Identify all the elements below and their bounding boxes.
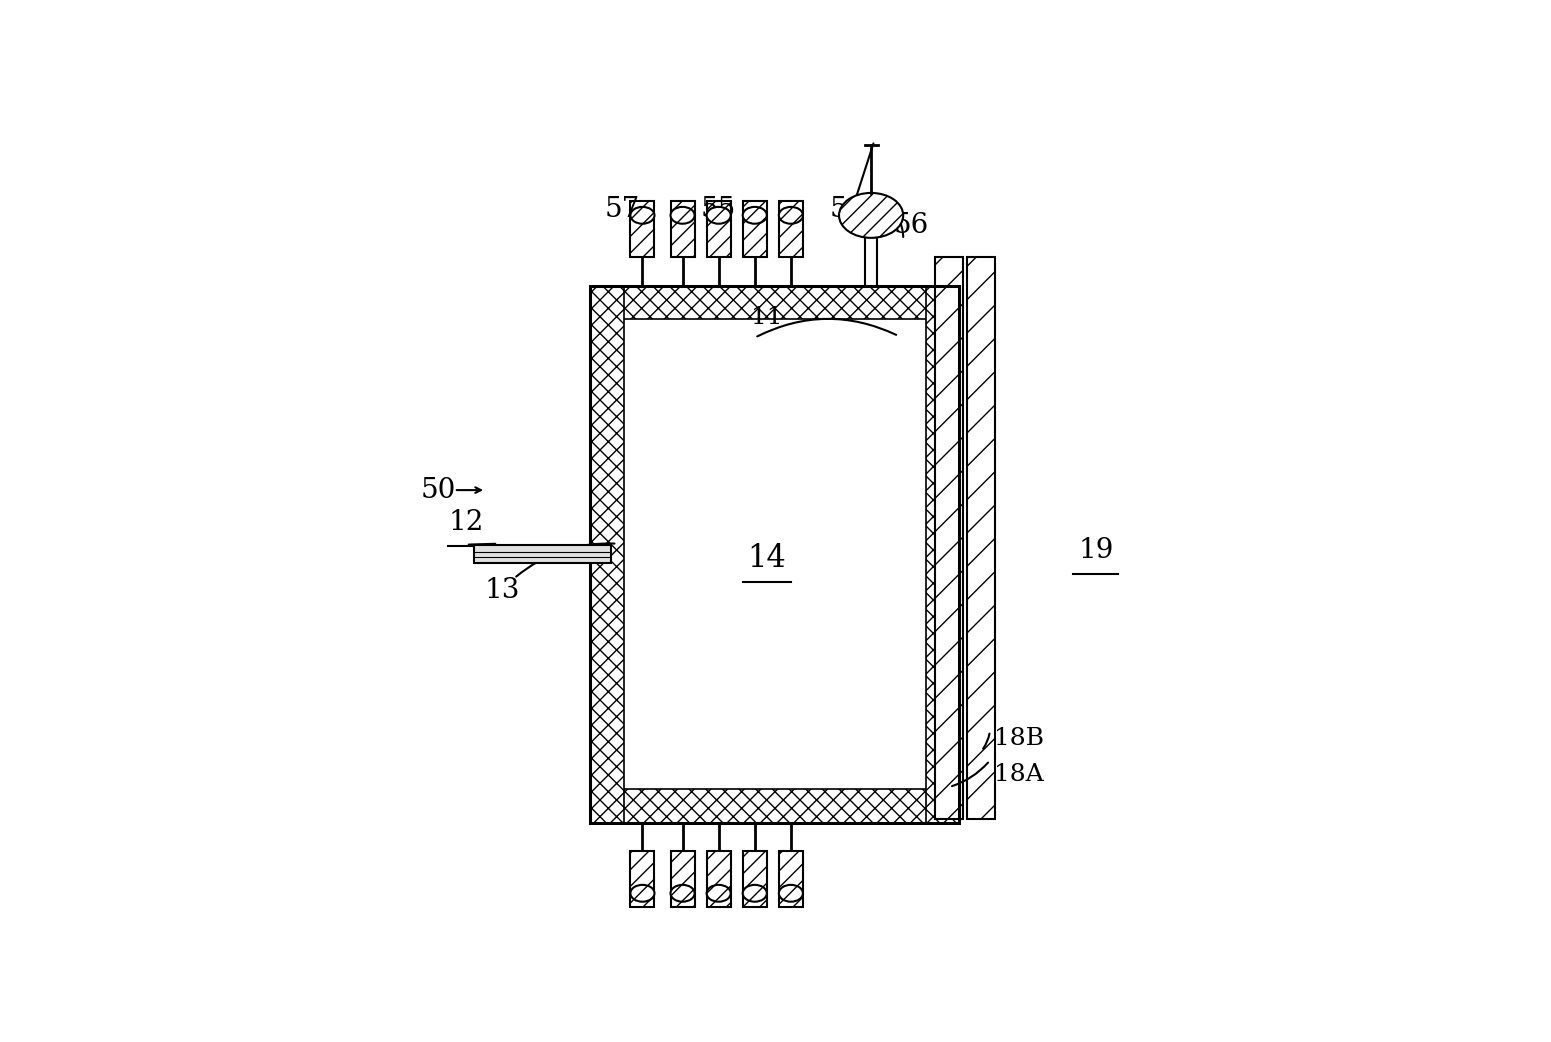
Ellipse shape: [779, 207, 803, 224]
Ellipse shape: [779, 885, 803, 901]
Bar: [591, 286, 624, 823]
Bar: [591, 790, 960, 823]
Bar: [591, 286, 960, 823]
Bar: [624, 319, 926, 790]
Ellipse shape: [743, 885, 766, 901]
Bar: [630, 851, 655, 908]
Bar: [707, 201, 731, 257]
Text: 51: 51: [830, 196, 865, 223]
Bar: [707, 201, 731, 257]
Bar: [475, 545, 611, 563]
Ellipse shape: [630, 885, 655, 901]
Text: 18A: 18A: [994, 764, 1044, 787]
Ellipse shape: [707, 885, 731, 901]
Text: 19: 19: [1078, 537, 1114, 564]
Ellipse shape: [839, 193, 903, 238]
Bar: [707, 851, 731, 908]
Text: 18B: 18B: [994, 727, 1044, 750]
Text: 14: 14: [748, 543, 786, 574]
Bar: [630, 851, 655, 908]
Bar: [743, 851, 766, 908]
Text: 55: 55: [701, 196, 737, 223]
Bar: [779, 851, 803, 908]
Bar: [779, 201, 803, 257]
Bar: [935, 257, 963, 819]
Ellipse shape: [630, 207, 655, 224]
Text: 12: 12: [448, 508, 484, 536]
Ellipse shape: [670, 207, 695, 224]
Bar: [743, 201, 766, 257]
Text: 50: 50: [420, 476, 456, 503]
Bar: [779, 201, 803, 257]
Bar: [779, 851, 803, 908]
Bar: [591, 286, 960, 319]
Text: 57: 57: [605, 196, 641, 223]
Bar: [670, 851, 695, 908]
Text: 11: 11: [751, 306, 782, 329]
Bar: [630, 201, 655, 257]
Bar: [670, 201, 695, 257]
Bar: [743, 851, 766, 908]
Bar: [707, 851, 731, 908]
Text: 13: 13: [484, 577, 520, 604]
Bar: [670, 201, 695, 257]
Bar: [926, 286, 960, 823]
Bar: [865, 233, 876, 286]
Bar: [968, 257, 996, 819]
Bar: [743, 201, 766, 257]
Bar: [630, 201, 655, 257]
Ellipse shape: [707, 207, 731, 224]
Text: 56: 56: [893, 212, 929, 239]
Ellipse shape: [670, 885, 695, 901]
Bar: [670, 851, 695, 908]
Ellipse shape: [743, 207, 766, 224]
